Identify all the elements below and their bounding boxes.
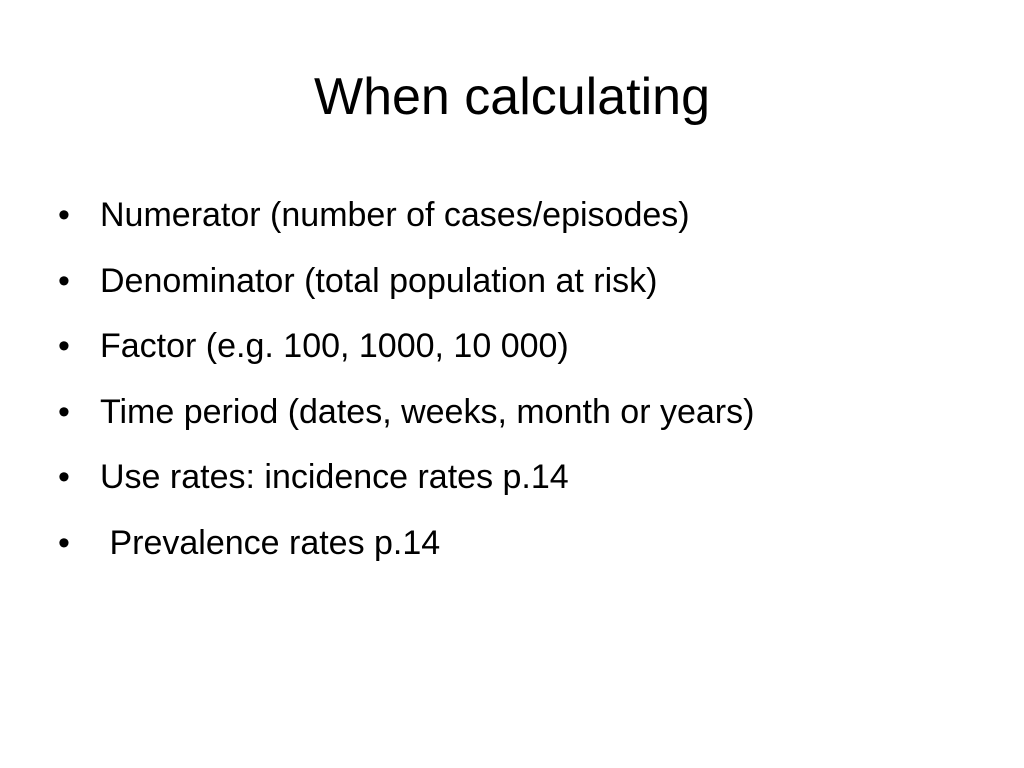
bullet-icon: •	[58, 392, 70, 431]
bullet-item-numerator: • Numerator (number of cases/episodes)	[58, 190, 988, 256]
bullet-text: Numerator (number of cases/episodes)	[100, 196, 690, 234]
bullet-list: • Numerator (number of cases/episodes) •…	[58, 190, 988, 583]
bullet-icon: •	[58, 523, 70, 562]
bullet-icon: •	[58, 327, 70, 365]
bullet-item-denominator: • Denominator (total population at risk)	[58, 256, 988, 322]
bullet-icon: •	[58, 261, 70, 300]
bullet-item-prevalence-rates: • Prevalence rates p.14	[58, 518, 988, 584]
bullet-text: Factor (e.g. 100, 1000, 10 000)	[100, 327, 569, 365]
bullet-item-time-period: • Time period (dates, weeks, month or ye…	[58, 387, 988, 453]
bullet-item-factor: • Factor (e.g. 100, 1000, 10 000)	[58, 321, 988, 387]
bullet-icon: •	[58, 458, 70, 496]
bullet-text: Use rates: incidence rates p.14	[100, 458, 569, 496]
bullet-text: Denominator (total population at risk)	[100, 261, 658, 300]
slide-title: When calculating	[314, 68, 710, 126]
bullet-text: Time period (dates, weeks, month or year…	[100, 392, 755, 431]
bullet-text: Prevalence rates p.14	[100, 523, 441, 562]
bullet-item-use-rates: • Use rates: incidence rates p.14	[58, 452, 988, 518]
bullet-icon: •	[58, 196, 70, 234]
